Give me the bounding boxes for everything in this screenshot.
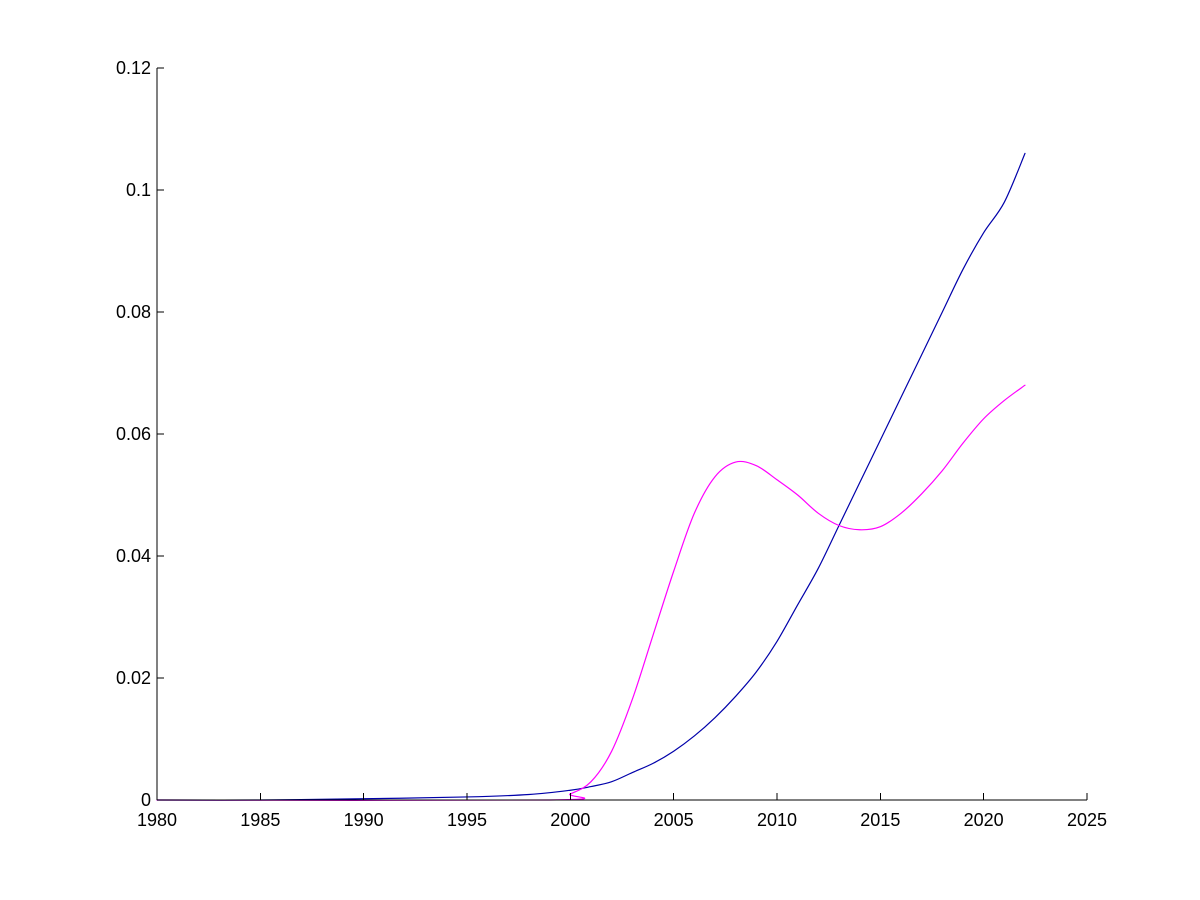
series-line-2 <box>156 384 1026 802</box>
x-axis-ticks: 1980 1985 1990 1995 2000 2005 2010 2015 2020 2025 <box>137 793 1107 830</box>
y-tick-label: 0.04 <box>116 546 151 566</box>
x-tick-label: 2015 <box>860 810 900 830</box>
axes <box>156 68 1087 801</box>
x-tick-label: 2000 <box>550 810 590 830</box>
x-tick-label: 1990 <box>344 810 384 830</box>
y-tick-label: 0.12 <box>116 58 151 78</box>
x-tick-label: 1995 <box>447 810 487 830</box>
series-line-1 <box>156 152 1026 801</box>
series-layer <box>156 152 1026 802</box>
x-tick-label: 2010 <box>757 810 797 830</box>
y-tick-label: 0.1 <box>126 180 151 200</box>
y-tick-label: 0.02 <box>116 668 151 688</box>
x-tick-label: 2025 <box>1067 810 1107 830</box>
y-tick-label: 0.08 <box>116 302 151 322</box>
x-tick-label: 1980 <box>137 810 177 830</box>
y-tick-label: 0 <box>141 790 151 810</box>
y-tick-label: 0.06 <box>116 424 151 444</box>
x-tick-label: 1985 <box>240 810 280 830</box>
y-axis-ticks: 0 0.02 0.04 0.06 0.08 0.1 0.12 <box>116 58 164 810</box>
x-tick-label: 2005 <box>654 810 694 830</box>
x-tick-label: 2020 <box>964 810 1004 830</box>
